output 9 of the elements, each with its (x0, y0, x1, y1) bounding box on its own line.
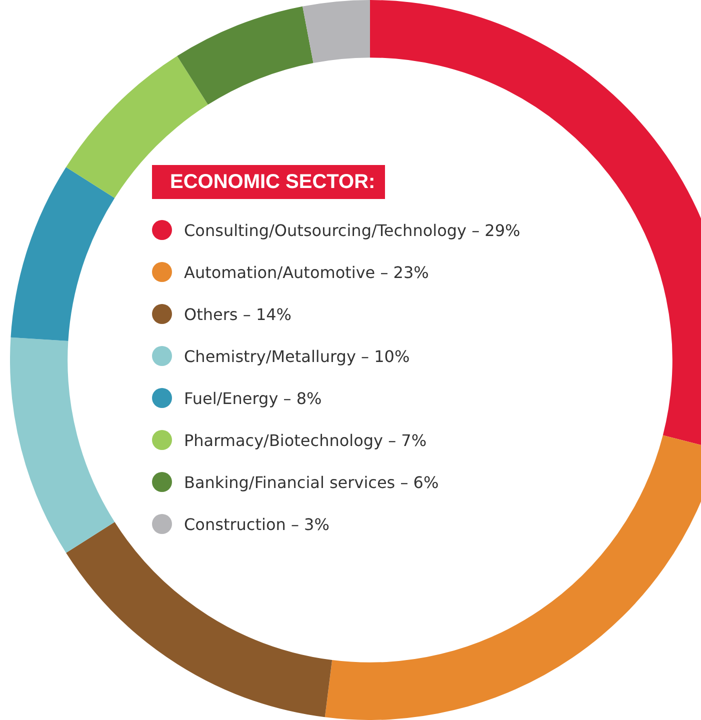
legend-label: Banking/Financial services – 6% (184, 472, 439, 492)
legend-label: Pharmacy/Biotechnology – 7% (184, 430, 427, 450)
legend-label: Chemistry/Metallurgy – 10% (184, 346, 410, 366)
legend-label: Others – 14% (184, 304, 292, 324)
legend-label: Construction – 3% (184, 514, 330, 534)
legend-label: Consulting/Outsourcing/Technology – 29% (184, 220, 520, 240)
legend-label: Automation/Automotive – 23% (184, 262, 429, 282)
legend-label: Fuel/Energy – 8% (184, 388, 322, 408)
text: ECONOMIC SECTOR: (152, 165, 386, 199)
